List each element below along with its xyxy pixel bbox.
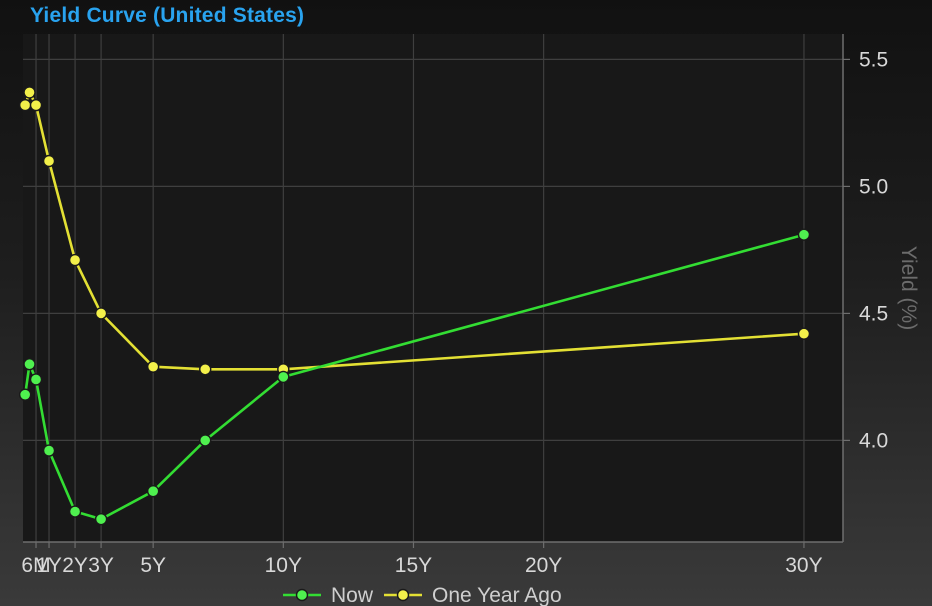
data-point [146, 485, 160, 498]
data-point [68, 253, 82, 267]
data-point [68, 505, 82, 518]
data-point [23, 86, 36, 99]
legend: Now One Year Ago [283, 584, 562, 606]
plot-area [23, 34, 843, 542]
data-point [277, 370, 290, 384]
y-axis-title: Yield (%) [897, 246, 920, 330]
data-point [797, 327, 811, 340]
series-line [23, 91, 805, 371]
data-point [23, 358, 36, 371]
data-point [42, 154, 56, 168]
x-tick-label: 20Y [525, 554, 562, 577]
y-tick-label: 4.0 [859, 429, 888, 452]
legend-item-one-year-ago: One Year Ago [384, 584, 562, 606]
data-point [199, 434, 212, 447]
x-tick-label: 1Y [36, 554, 62, 577]
series-now [18, 228, 811, 526]
legend-label: One Year Ago [432, 584, 562, 606]
x-tick-label: 2Y [62, 554, 88, 577]
x-tick-label: 30Y [785, 554, 822, 577]
legend-label: Now [331, 584, 374, 606]
x-tick-label: 15Y [395, 554, 432, 577]
data-point [18, 388, 32, 401]
data-point [94, 307, 108, 320]
legend-swatch-marker [295, 588, 309, 602]
data-point [42, 444, 56, 457]
chart-title: Yield Curve (United States) [30, 4, 305, 27]
data-point [146, 360, 160, 373]
data-point [29, 98, 43, 112]
series-line [23, 233, 805, 521]
x-tick-label: 6M [21, 554, 50, 577]
data-point [94, 512, 108, 526]
y-tick-label: 5.0 [859, 175, 888, 198]
x-tick-label: 10Y [265, 554, 302, 577]
data-point [199, 363, 212, 376]
y-axis-ticks: 4.0 4.5 5.0 5.5 [843, 48, 888, 452]
grid-lines [23, 34, 843, 542]
series-one-year-ago [18, 86, 811, 376]
data-point [797, 228, 811, 241]
legend-swatch-marker [396, 588, 410, 602]
y-tick-label: 5.5 [859, 48, 888, 71]
data-point [18, 98, 32, 112]
x-tick-label: 5Y [140, 554, 166, 577]
series-layer [18, 86, 811, 526]
y-tick-label: 4.5 [859, 302, 888, 325]
x-tick-label: 3Y [88, 554, 114, 577]
legend-item-now: Now [283, 584, 374, 606]
data-point [29, 373, 43, 386]
